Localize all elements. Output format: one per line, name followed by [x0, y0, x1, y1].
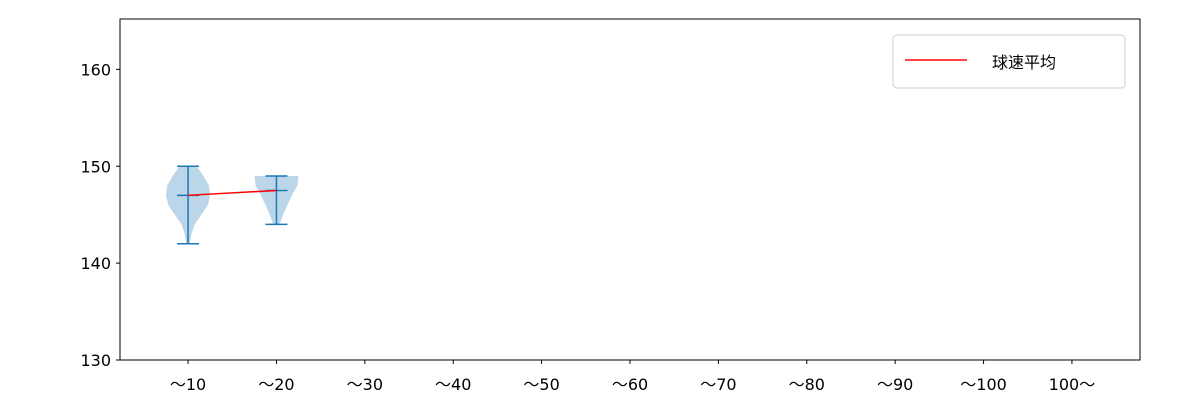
y-tick-label: 160: [80, 60, 111, 79]
x-tick-label: ～90: [877, 375, 913, 394]
x-tick-label: ～20: [258, 375, 294, 394]
x-tick-label: ～10: [170, 375, 206, 394]
y-tick-label: 150: [80, 157, 111, 176]
mean-line: [188, 189, 277, 197]
legend-box: [892, 34, 1126, 89]
x-tick-label: ～50: [523, 375, 559, 394]
x-tick-label: 100～: [1049, 375, 1096, 394]
x-tick-label: ～40: [435, 375, 471, 394]
x-tick-label: ～60: [612, 375, 648, 394]
legend-label: 球速平均: [992, 53, 1056, 72]
x-tick-label: ～30: [347, 375, 383, 394]
x-tick-label: ～100: [960, 375, 1007, 394]
y-tick-label: 130: [80, 351, 111, 370]
x-tick-label: ～70: [700, 375, 736, 394]
x-tick-label: ～80: [789, 375, 825, 394]
y-tick-label: 140: [80, 254, 111, 273]
